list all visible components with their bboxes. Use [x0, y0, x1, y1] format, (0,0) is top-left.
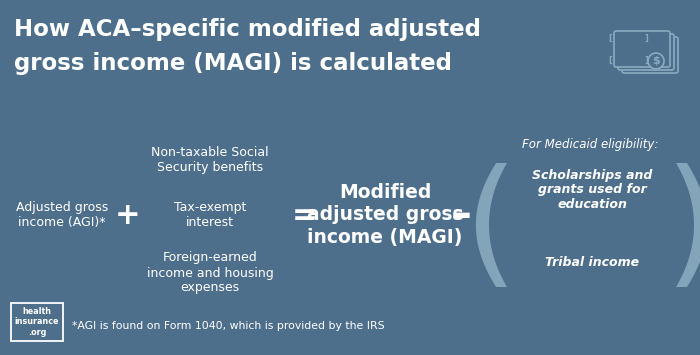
FancyBboxPatch shape [622, 37, 678, 73]
Text: gross income (MAGI) is calculated: gross income (MAGI) is calculated [14, 52, 452, 75]
Text: ]: ] [644, 33, 648, 43]
Text: ): ) [665, 163, 700, 298]
Text: [: [ [608, 33, 612, 43]
Text: How ACA–specific modified adjusted: How ACA–specific modified adjusted [14, 18, 481, 41]
Text: (: ( [463, 163, 517, 298]
Text: Modified
adjusted gross
income (MAGI): Modified adjusted gross income (MAGI) [307, 184, 463, 246]
Text: [: [ [608, 55, 612, 65]
Text: Adjusted gross
income (AGI)*: Adjusted gross income (AGI)* [16, 201, 108, 229]
FancyBboxPatch shape [614, 31, 670, 67]
Text: Foreign-earned
income and housing
expenses: Foreign-earned income and housing expens… [146, 251, 274, 295]
Text: Non-taxable Social
Security benefits: Non-taxable Social Security benefits [151, 146, 269, 174]
Text: ]: ] [644, 55, 648, 65]
Text: =: = [292, 201, 318, 229]
Text: Tribal income: Tribal income [545, 257, 639, 269]
Circle shape [648, 53, 664, 69]
Text: Tax-exempt
interest: Tax-exempt interest [174, 201, 246, 229]
FancyBboxPatch shape [618, 34, 674, 70]
FancyBboxPatch shape [11, 303, 63, 341]
Text: +: + [116, 201, 141, 229]
Text: health
insurance
.org: health insurance .org [15, 307, 60, 337]
Text: $: $ [652, 56, 660, 66]
Text: For Medicaid eligibility:: For Medicaid eligibility: [522, 138, 658, 151]
Text: *AGI is found on Form 1040, which is provided by the IRS: *AGI is found on Form 1040, which is pro… [72, 321, 384, 331]
Text: Scholarships and
grants used for
education: Scholarships and grants used for educati… [532, 169, 652, 212]
Text: –: – [451, 194, 471, 236]
